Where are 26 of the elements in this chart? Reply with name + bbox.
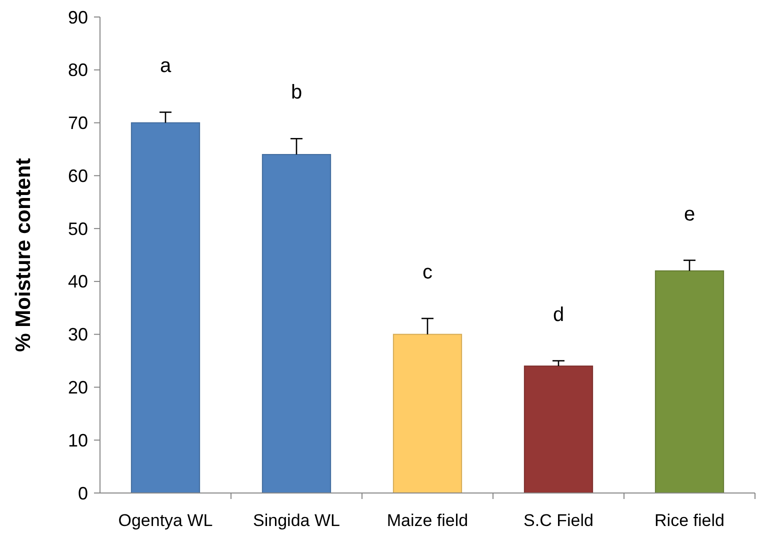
- y-tick-label: 10: [68, 430, 88, 450]
- bar: [654, 270, 724, 494]
- bar: [524, 366, 594, 494]
- x-tick-label: Maize field: [386, 511, 468, 530]
- x-tick-label: Singida WL: [253, 511, 340, 530]
- y-tick-label: 60: [68, 166, 88, 186]
- x-tick-label: Rice field: [654, 511, 724, 530]
- y-tick-label: 90: [68, 7, 88, 28]
- y-tick-label: 50: [68, 218, 88, 239]
- y-tick-label: 70: [68, 113, 88, 134]
- bar: [392, 334, 462, 494]
- annotation: c: [422, 261, 432, 284]
- x-tick-label: S.C Field: [524, 511, 594, 530]
- bar: [130, 122, 200, 494]
- y-tick-label: 0: [78, 483, 88, 504]
- y-tick-label: 30: [68, 324, 88, 345]
- y-tick-label: 20: [68, 378, 88, 398]
- annotation: d: [552, 304, 564, 326]
- y-tick-label: 40: [68, 272, 88, 292]
- annotation: b: [290, 82, 302, 104]
- y-axis-title: % Moisture content: [12, 158, 35, 352]
- x-tick-label: Ogentya WL: [118, 511, 213, 530]
- y-tick-label: 80: [68, 60, 88, 80]
- annotation: e: [684, 203, 696, 226]
- bar: [262, 154, 332, 494]
- annotation: a: [160, 55, 172, 78]
